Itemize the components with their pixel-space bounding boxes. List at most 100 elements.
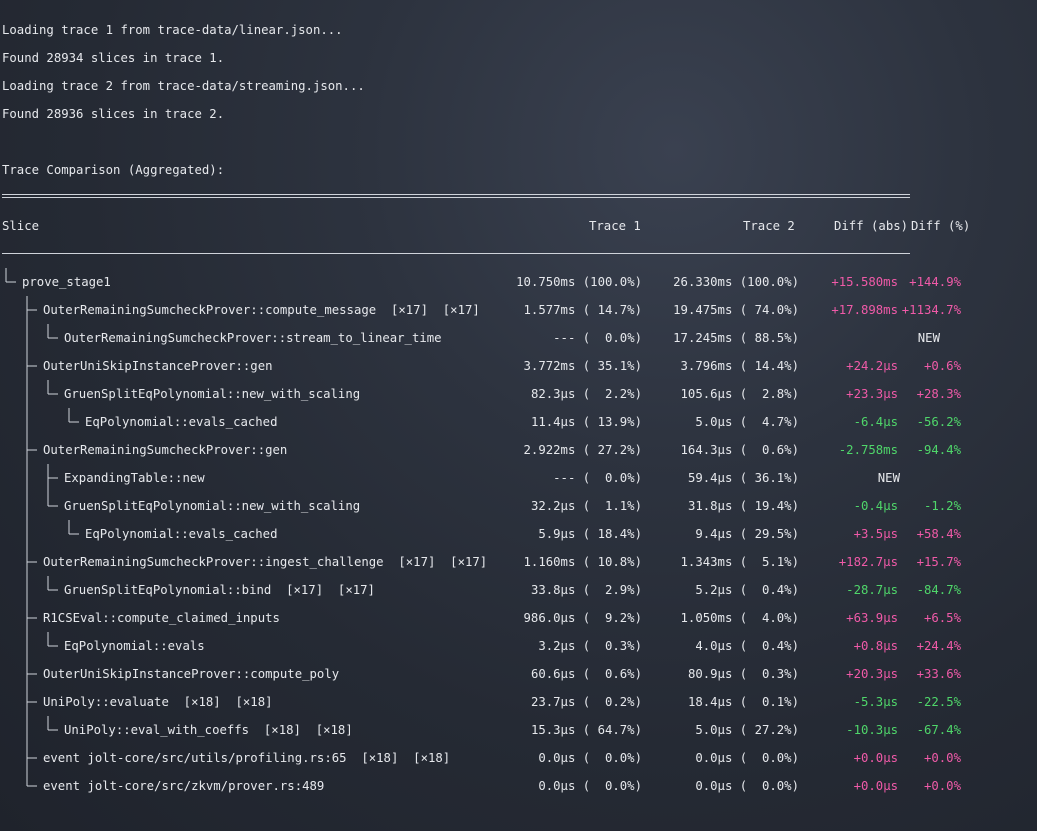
diff-abs-value: +0.8µs <box>853 639 898 653</box>
trace1-value: 0.0µs ( 0.0%) <box>538 779 642 793</box>
single-rule <box>2 253 910 254</box>
diff-pct-value: -67.4% <box>916 723 961 737</box>
tree-connector <box>0 548 100 576</box>
slice-name: GruenSplitEqPolynomial::bind [×17] [×17] <box>64 583 375 597</box>
diff-pct-value: -1.2% <box>923 499 961 513</box>
table-row: EqPolynomial::evals 3.2µs ( 0.3%) 4.0µs ( … <box>0 632 1037 660</box>
diff-abs-value: +182.7µs <box>838 555 898 569</box>
slice-name: event jolt-core/src/utils/profiling.rs:6… <box>43 751 451 765</box>
slice-name: UniPoly::evaluate [×18] [×18] <box>43 695 273 709</box>
diff-abs-value: NEW <box>877 471 900 485</box>
trace2-value: 3.796ms ( 14.4%) <box>680 359 799 373</box>
table-row: OuterUniSkipInstanceProver::compute_poly… <box>0 660 1037 688</box>
trace2-value: 1.343ms ( 5.1%) <box>680 555 799 569</box>
trace2-value: 164.3µs ( 0.6%) <box>680 443 799 457</box>
slice-name: prove_stage1 <box>22 275 111 289</box>
table-row: event jolt-core/src/zkvm/prover.rs:489 0.… <box>0 772 1037 800</box>
trace1-value: 15.3µs ( 64.7%) <box>530 723 642 737</box>
table-row: EqPolynomial::evals_cached 11.4µs ( 13.9%… <box>0 408 1037 436</box>
trace2-value: 31.8µs ( 19.4%) <box>687 499 799 513</box>
table-row: event jolt-core/src/utils/profiling.rs:6… <box>0 744 1037 772</box>
tree-connector <box>0 632 100 660</box>
diff-pct-value: NEW <box>917 331 940 345</box>
tree-connector <box>0 408 100 436</box>
diff-abs-value: +0.0µs <box>853 751 898 765</box>
tree-connector <box>0 716 100 744</box>
diff-abs-value: -5.3µs <box>853 695 898 709</box>
diff-pct-value: +144.9% <box>909 275 961 289</box>
table-row: GruenSplitEqPolynomial::bind [×17] [×17]… <box>0 576 1037 604</box>
diff-pct-value: +24.4% <box>916 639 961 653</box>
diff-abs-value: +23.3µs <box>846 387 898 401</box>
diff-pct-value: +33.6% <box>916 667 961 681</box>
diff-pct-value: -84.7% <box>916 583 961 597</box>
slice-name: OuterUniSkipInstanceProver::compute_poly <box>43 667 340 681</box>
slice-name: R1CSEval::compute_claimed_inputs <box>43 611 280 625</box>
table-row: GruenSplitEqPolynomial::new_with_scaling… <box>0 380 1037 408</box>
trace1-value: 1.577ms ( 14.7%) <box>523 303 642 317</box>
tree-connector <box>0 772 100 800</box>
header-diff-abs: Diff (abs) <box>834 219 909 233</box>
tree-connector <box>0 520 100 548</box>
trace2-value: 4.0µs ( 0.4%) <box>695 639 799 653</box>
trace2-value: 5.0µs ( 27.2%) <box>695 723 799 737</box>
trace2-value: 0.0µs ( 0.0%) <box>695 751 799 765</box>
tree-connector <box>0 604 100 632</box>
trace2-value: 80.9µs ( 0.3%) <box>687 667 799 681</box>
diff-pct-value: +15.7% <box>916 555 961 569</box>
diff-abs-value: +24.2µs <box>846 359 898 373</box>
slice-name: EqPolynomial::evals <box>64 639 205 653</box>
table-row: ExpandingTable::new --- ( 0.0%) 59.4µs ( 3… <box>0 464 1037 492</box>
double-rule <box>2 194 910 198</box>
diff-pct-value: +1134.7% <box>901 303 961 317</box>
tree-connector <box>0 464 100 492</box>
trace2-value: 0.0µs ( 0.0%) <box>695 779 799 793</box>
table-row: GruenSplitEqPolynomial::new_with_scaling… <box>0 492 1037 520</box>
diff-abs-value: +63.9µs <box>846 611 898 625</box>
log-line: Loading trace 2 from trace-data/streamin… <box>2 79 365 93</box>
diff-abs-value: -2.758ms <box>838 443 898 457</box>
trace1-value: 23.7µs ( 0.2%) <box>530 695 642 709</box>
trace1-value: --- ( 0.0%) <box>553 331 642 345</box>
diff-pct-value: -56.2% <box>916 415 961 429</box>
log-line: Loading trace 1 from trace-data/linear.j… <box>2 23 343 37</box>
trace1-value: --- ( 0.0%) <box>553 471 642 485</box>
diff-pct-value: +0.6% <box>923 359 961 373</box>
header-diff-pct: Diff (%) <box>911 219 971 233</box>
table-row: OuterRemainingSumcheckProver::stream_to_… <box>0 324 1037 352</box>
diff-abs-value: +3.5µs <box>853 527 898 541</box>
trace2-value: 105.6µs ( 2.8%) <box>680 387 799 401</box>
trace1-value: 60.6µs ( 0.6%) <box>530 667 642 681</box>
trace2-value: 1.050ms ( 4.0%) <box>680 611 799 625</box>
trace2-value: 26.330ms (100.0%) <box>673 275 799 289</box>
diff-abs-value: -0.4µs <box>853 499 898 513</box>
diff-abs-value: +17.898ms <box>831 303 898 317</box>
trace1-value: 33.8µs ( 2.9%) <box>530 583 642 597</box>
trace2-value: 59.4µs ( 36.1%) <box>687 471 799 485</box>
diff-abs-value: +20.3µs <box>846 667 898 681</box>
table-row: EqPolynomial::evals_cached 5.9µs ( 18.4%)… <box>0 520 1037 548</box>
diff-abs-value: -28.7µs <box>846 583 898 597</box>
tree-connector <box>0 492 100 520</box>
diff-pct-value: -94.4% <box>916 443 961 457</box>
slice-name: OuterRemainingSumcheckProver::ingest_cha… <box>43 555 488 569</box>
tree-connector <box>0 352 100 380</box>
slice-name: OuterUniSkipInstanceProver::gen <box>43 359 273 373</box>
slice-name: OuterRemainingSumcheckProver::stream_to_… <box>64 331 442 345</box>
trace1-value: 5.9µs ( 18.4%) <box>538 527 642 541</box>
slice-name: event jolt-core/src/zkvm/prover.rs:489 <box>43 779 325 793</box>
trace1-value: 986.0µs ( 9.2%) <box>523 611 642 625</box>
table-row: OuterUniSkipInstanceProver::gen 3.772ms (… <box>0 352 1037 380</box>
log-line: Found 28934 slices in trace 1. <box>2 51 225 65</box>
trace1-value: 3.772ms ( 35.1%) <box>523 359 642 373</box>
trace1-value: 3.2µs ( 0.3%) <box>538 639 642 653</box>
tree-connector <box>0 688 100 716</box>
tree-connector <box>0 380 100 408</box>
trace1-value: 11.4µs ( 13.9%) <box>530 415 642 429</box>
trace2-value: 18.4µs ( 0.1%) <box>687 695 799 709</box>
slice-name: EqPolynomial::evals_cached <box>85 527 278 541</box>
table-row: UniPoly::evaluate [×18] [×18] 23.7µs ( 0.… <box>0 688 1037 716</box>
diff-pct-value: -22.5% <box>916 695 961 709</box>
table-row: OuterRemainingSumcheckProver::compute_me… <box>0 296 1037 324</box>
tree-connector <box>0 436 100 464</box>
